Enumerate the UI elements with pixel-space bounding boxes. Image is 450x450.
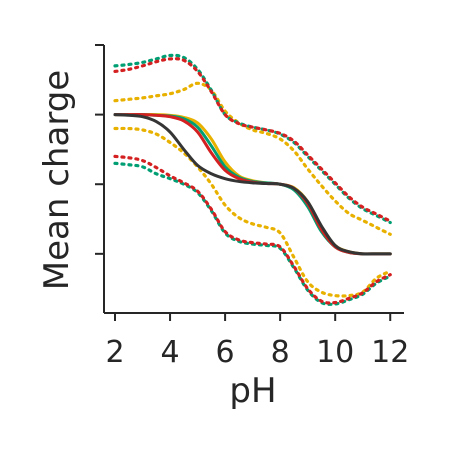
x-axis-label: pH [229, 371, 276, 411]
x-tick-label: 2 [105, 335, 124, 370]
series-2-lower-band [113, 161, 392, 306]
confidence-bands [113, 53, 392, 306]
x-tick-label: 6 [216, 335, 235, 370]
series-1-lower-band [113, 126, 392, 298]
series-1-upper-band [113, 81, 392, 236]
x-tick-label: 10 [316, 335, 354, 370]
x-tick-label: 12 [371, 335, 409, 370]
series-3-lower-band [113, 154, 392, 305]
y-ticks [95, 44, 104, 255]
series-4-line [113, 113, 392, 256]
y-axis-label: Mean charge [37, 70, 77, 290]
x-tick-label: 4 [161, 335, 180, 370]
series-3-upper-band [113, 57, 392, 223]
x-tick-label: 8 [271, 335, 290, 370]
mean-charge-curves [113, 113, 392, 256]
x-ticks: 2 4 6 8 10 12 [105, 313, 409, 370]
